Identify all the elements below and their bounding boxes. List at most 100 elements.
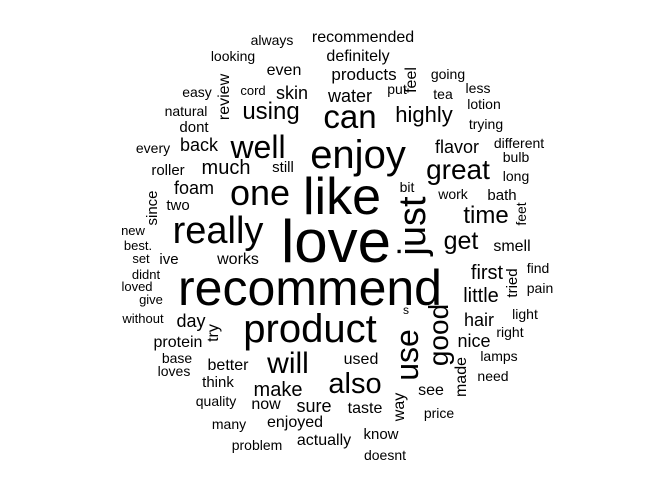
word-use: use (389, 329, 425, 381)
word-feel: feel (403, 67, 420, 93)
word-hair: hair (464, 310, 494, 330)
word-like: like (303, 168, 381, 226)
word-well: well (229, 129, 285, 165)
word-see: see (418, 382, 444, 399)
word-much: much (202, 157, 251, 179)
word-make: make (254, 379, 303, 401)
word-looking: looking (211, 48, 255, 64)
word-quality: quality (196, 393, 236, 409)
word-long: long (503, 168, 529, 184)
word-enjoyed: enjoyed (267, 414, 323, 431)
word-now: now (251, 396, 281, 413)
word-every: every (136, 140, 170, 156)
word-price: price (424, 405, 455, 421)
word-skin: skin (276, 83, 308, 103)
word-set: set (132, 251, 150, 266)
word-way: way (391, 393, 408, 422)
word-right: right (496, 324, 523, 340)
word-still: still (272, 159, 294, 176)
word-nice: nice (457, 331, 490, 351)
word-try: try (205, 324, 222, 342)
word-taste: taste (348, 400, 383, 417)
word-feet: feet (513, 202, 529, 225)
word-always: always (251, 32, 294, 48)
word-get: get (444, 227, 479, 255)
word-lamps: lamps (480, 348, 517, 364)
word-really: really (173, 210, 264, 252)
word-natural: natural (165, 103, 208, 119)
word-think: think (202, 374, 234, 391)
word-used: used (344, 351, 379, 368)
word-loves: loves (158, 363, 191, 379)
word-different: different (494, 135, 544, 151)
word-bath: bath (487, 187, 516, 204)
word-doesnt: doesnt (364, 447, 406, 463)
word-bulb: bulb (503, 149, 530, 165)
word-going: going (431, 66, 465, 82)
word-foam: foam (174, 178, 214, 198)
word-problem: problem (232, 437, 283, 453)
word-one: one (230, 172, 290, 213)
word-better: better (208, 357, 250, 374)
word-since: since (144, 190, 161, 225)
word-highly: highly (395, 102, 452, 127)
word-definitely: definitely (326, 48, 389, 65)
word-light: light (512, 306, 538, 322)
word-can: can (323, 98, 376, 135)
word-using: using (242, 98, 299, 125)
word-recommended: recommended (312, 29, 414, 46)
word-water: water (327, 86, 372, 106)
word-without: without (121, 311, 164, 326)
word-products: products (331, 65, 396, 84)
word-need: need (477, 368, 508, 384)
word-base: base (162, 350, 193, 366)
word-day: day (176, 311, 205, 331)
word-bit: bit (400, 179, 415, 195)
word-first: first (471, 262, 504, 284)
word-great: great (426, 154, 490, 185)
word-s: s (403, 303, 409, 317)
word-tea: tea (433, 86, 453, 102)
word-works: works (216, 251, 259, 268)
word-dont: dont (179, 119, 209, 136)
word-many: many (212, 416, 246, 432)
word-tried: tried (504, 268, 521, 297)
word-didnt: didnt (132, 267, 161, 282)
word-ive: ive (159, 251, 178, 268)
word-recommend: recommend (178, 260, 442, 316)
word-cord: cord (240, 83, 265, 98)
word-protein: protein (154, 334, 203, 351)
word-put: put (387, 81, 407, 97)
word-pain: pain (527, 280, 553, 296)
word-trying: trying (469, 116, 503, 132)
word-sure: sure (296, 396, 331, 416)
word-made: made (453, 357, 470, 397)
word-smell: smell (493, 238, 530, 255)
word-best: best. (124, 238, 152, 253)
word-two: two (166, 197, 189, 214)
word-work: work (437, 186, 469, 202)
word-lotion: lotion (467, 96, 500, 112)
word-easy: easy (182, 84, 212, 100)
word-will: will (266, 347, 309, 380)
word-roller: roller (151, 162, 184, 179)
word-know: know (363, 426, 398, 443)
word-time: time (463, 202, 508, 229)
word-find: find (527, 260, 550, 276)
word-good: good (423, 304, 454, 366)
word-little: little (463, 285, 499, 307)
word-flavor: flavor (435, 137, 479, 157)
word-loved: loved (121, 279, 152, 294)
word-review: review (216, 73, 233, 120)
word-even: even (267, 62, 302, 79)
word-just: just (392, 196, 434, 257)
word-actually: actually (297, 432, 351, 449)
word-back: back (180, 135, 219, 155)
word-new: new (121, 223, 145, 238)
word-product: product (243, 307, 376, 351)
word-give: give (139, 292, 163, 307)
word-love: love (281, 208, 391, 275)
word-also: also (328, 368, 381, 400)
word-less: less (466, 80, 491, 96)
